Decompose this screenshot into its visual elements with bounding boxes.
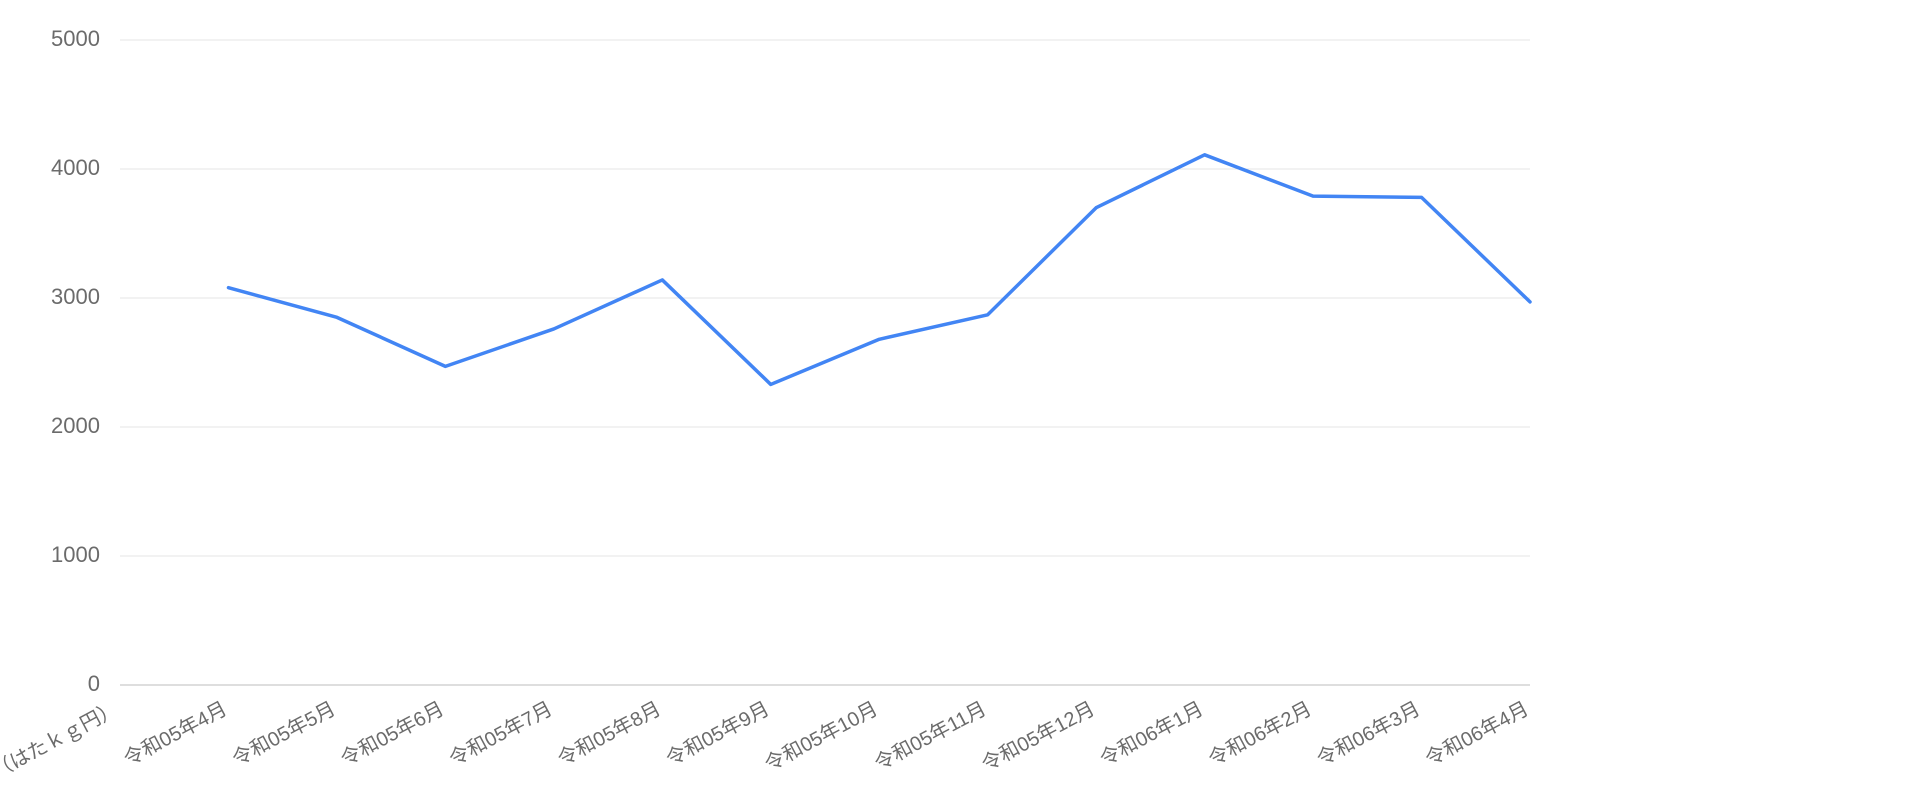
x-tick-label: 令和05年6月 [337,697,448,771]
x-tick-label: 令和05年8月 [554,697,665,771]
x-tick-label: 令和05年11月 [871,697,990,775]
y-tick-label: 3000 [51,284,100,309]
y-tick-label: 1000 [51,542,100,567]
y-tick-label: 0 [88,671,100,696]
data-series-line [228,155,1530,385]
x-tick-label: 令和05年7月 [445,697,556,771]
chart-svg: 010002000300040005000（はたｋｇ円）令和05年4月令和05年… [0,0,1920,800]
x-tick-label: 令和05年12月 [978,697,1099,776]
y-tick-label: 2000 [51,413,100,438]
x-tick-label: 令和05年4月 [120,697,231,771]
x-tick-label: 令和05年9月 [662,697,773,771]
x-tick-label: 令和06年2月 [1205,697,1316,771]
y-tick-label: 4000 [51,155,100,180]
x-tick-label: 令和06年4月 [1421,697,1532,771]
y-tick-label: 5000 [51,26,100,51]
x-tick-label: 令和06年1月 [1096,697,1207,771]
x-tick-label: （はたｋｇ円） [0,697,122,783]
x-tick-label: 令和05年5月 [228,697,339,771]
x-tick-label: 令和06年3月 [1313,697,1424,771]
line-chart: 010002000300040005000（はたｋｇ円）令和05年4月令和05年… [0,0,1920,800]
x-tick-label: 令和05年10月 [761,697,882,776]
